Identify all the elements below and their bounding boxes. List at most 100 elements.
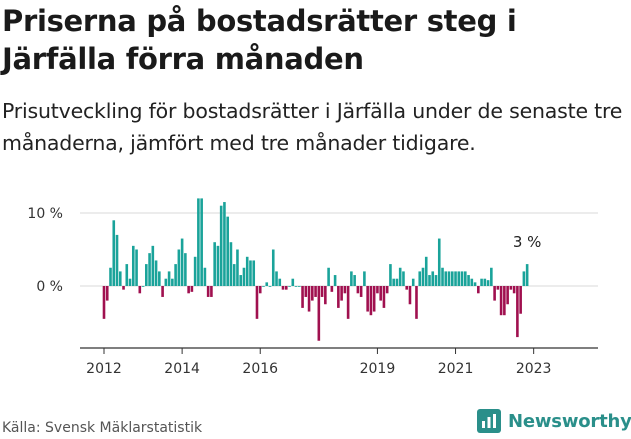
brand-name: Newsworthy (508, 410, 631, 432)
bar (275, 271, 278, 286)
y-tick-label: 10 % (27, 206, 63, 222)
last-value-label: 3 % (513, 233, 542, 251)
bar (506, 286, 509, 305)
bar (255, 286, 259, 319)
bar (307, 286, 311, 312)
bar (216, 245, 220, 286)
bar (320, 286, 324, 297)
bar (503, 286, 506, 316)
bar (125, 264, 129, 286)
bar (421, 267, 425, 286)
bar (291, 278, 295, 286)
bar (203, 267, 207, 286)
bar (424, 256, 428, 286)
bar (298, 286, 301, 287)
bar (193, 256, 197, 286)
bar (389, 264, 392, 286)
x-tick-label: 2019 (360, 361, 396, 377)
bar (369, 286, 373, 316)
bar (229, 242, 233, 286)
bar (223, 202, 226, 286)
bar (395, 278, 399, 286)
bar (141, 286, 145, 287)
bar (115, 234, 119, 286)
bar (112, 220, 116, 286)
bar (138, 286, 142, 294)
bar (324, 286, 327, 305)
bar (213, 242, 216, 286)
bar (379, 286, 382, 301)
bar (128, 278, 132, 286)
bar (265, 282, 269, 286)
bar (525, 264, 529, 286)
bar (346, 286, 350, 319)
bar (486, 280, 490, 286)
bar (519, 286, 522, 314)
bar (480, 278, 483, 286)
bar (301, 286, 304, 308)
bar (171, 278, 174, 286)
bar (148, 253, 151, 286)
bar (242, 267, 246, 286)
bar (392, 278, 395, 286)
bar (304, 286, 308, 297)
bar (327, 267, 330, 286)
bar (496, 286, 500, 290)
bar (522, 271, 526, 286)
bar (363, 271, 366, 286)
newsworthy-logo[interactable]: Newsworthy (476, 408, 631, 434)
bar (288, 286, 291, 287)
bar (405, 286, 409, 290)
bar (372, 286, 376, 312)
bar (408, 286, 412, 305)
bar (509, 286, 513, 290)
bar (382, 286, 386, 308)
x-tick-label: 2021 (438, 361, 474, 377)
bar (356, 286, 360, 294)
bar (180, 238, 184, 286)
bar (184, 253, 187, 286)
bar (415, 286, 418, 319)
bar (197, 198, 200, 286)
bar (262, 286, 265, 287)
bar (402, 271, 405, 286)
bar (278, 278, 282, 286)
bar (311, 286, 314, 301)
bar (516, 286, 519, 338)
bar (109, 267, 112, 286)
bar (428, 275, 431, 286)
bar (340, 286, 343, 301)
bar (333, 275, 337, 286)
bar (102, 286, 106, 319)
bar (343, 286, 347, 294)
bar (483, 278, 487, 286)
bar (154, 260, 158, 286)
bar (418, 271, 422, 286)
bar (317, 286, 321, 341)
bar (470, 278, 474, 286)
bar (411, 278, 415, 286)
bar (167, 271, 171, 286)
bar (177, 249, 181, 286)
bar (350, 271, 353, 286)
bar (131, 245, 135, 286)
bar (512, 286, 516, 294)
bar (447, 271, 451, 286)
bar (467, 275, 470, 286)
bar (145, 264, 148, 286)
bar (135, 249, 138, 286)
bar (437, 238, 441, 286)
bar (281, 286, 285, 290)
bar (457, 271, 461, 286)
bar (376, 286, 379, 294)
bar (473, 282, 477, 286)
bar (314, 286, 317, 297)
bar (499, 286, 503, 316)
bar (450, 271, 454, 286)
bar (151, 245, 155, 286)
bar (284, 286, 288, 290)
bar (118, 271, 122, 286)
bar (226, 216, 229, 286)
bar (454, 271, 457, 286)
bar (122, 286, 125, 290)
